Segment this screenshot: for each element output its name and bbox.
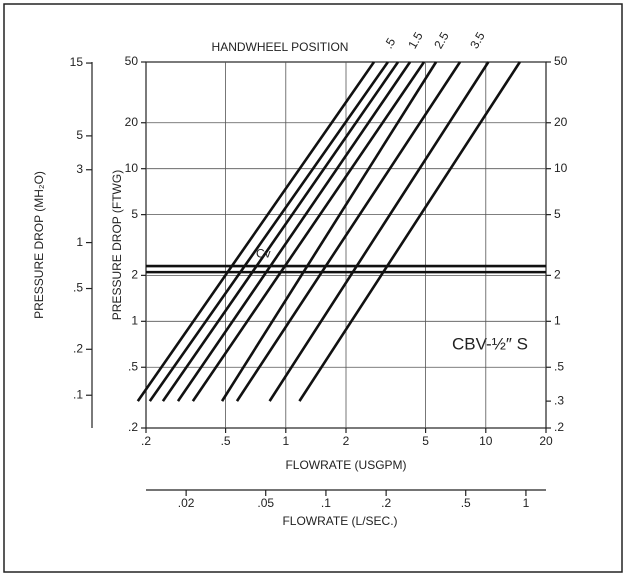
series-label: Cv [256,246,271,260]
x2-tick-label: .05 [257,496,274,510]
y-tick-label: 20 [125,115,139,129]
y2-tick-label: 5 [76,128,83,142]
series-line [298,61,521,402]
y-right-tick-label: .5 [554,359,564,373]
y-right-tick-label: 2 [554,268,561,282]
x2-tick-label: 1 [523,496,530,510]
frame [3,3,623,573]
series-line [235,61,462,402]
y-right-tick-label: 20 [554,115,568,129]
y-right-tick-label: .2 [554,420,564,434]
x2-tick-label: .02 [178,496,195,510]
x2-axis-label: FLOWRATE (L/SEC.) [282,514,397,528]
y-tick-label: 1 [131,313,138,327]
x-tick-label: 20 [539,434,553,448]
y2-tick-label: .2 [73,341,83,355]
y-axis-label: PRESSURE DROP (FTWG) [110,170,124,320]
y-right-tick-label: .3 [554,393,564,407]
y-right-tick-label: 50 [554,54,568,68]
x2-tick-label: .5 [461,496,471,510]
x-tick-label: 5 [422,434,429,448]
y-tick-label: 5 [131,207,138,221]
y2-tick-label: 15 [70,55,84,69]
series-label: 3.5 [467,29,488,51]
series-line [191,61,426,402]
x-tick-label: .2 [141,434,151,448]
y-tick-label: 2 [131,268,138,282]
y2-tick-label: 1 [76,235,83,249]
y2-tick-label: 3 [76,162,83,176]
y-tick-label: .5 [128,359,138,373]
annotation: CBV-½″ S [452,334,528,353]
series-line [268,61,490,402]
x-tick-label: 1 [282,434,289,448]
series-line [161,61,400,402]
series-label: 1.5 [405,29,426,51]
y2-tick-label: .1 [73,387,83,401]
series-line [148,61,389,402]
y2-axis-label: PRESSURE DROP (MH₂O) [32,171,46,319]
y-right-tick-label: 1 [554,313,561,327]
y-right-tick-label: 5 [554,207,561,221]
y-tick-label: .2 [128,420,138,434]
series-line [136,61,376,402]
x-tick-label: .5 [221,434,231,448]
y2-tick-label: .5 [73,281,83,295]
x-tick-label: 2 [343,434,350,448]
y-tick-label: 50 [125,54,139,68]
x2-tick-label: .2 [381,496,391,510]
y-tick-label: 10 [125,161,139,175]
series-label: 2.5 [431,29,452,51]
x-tick-label: 10 [479,434,493,448]
series-label: .5 [381,35,398,51]
chart-title: HANDWHEEL POSITION [212,40,349,54]
series-line [176,61,412,402]
x2-tick-label: .1 [321,496,331,510]
series-line [220,61,438,402]
x-axis-label: FLOWRATE (USGPM) [285,458,406,472]
y-right-tick-label: 10 [554,161,568,175]
